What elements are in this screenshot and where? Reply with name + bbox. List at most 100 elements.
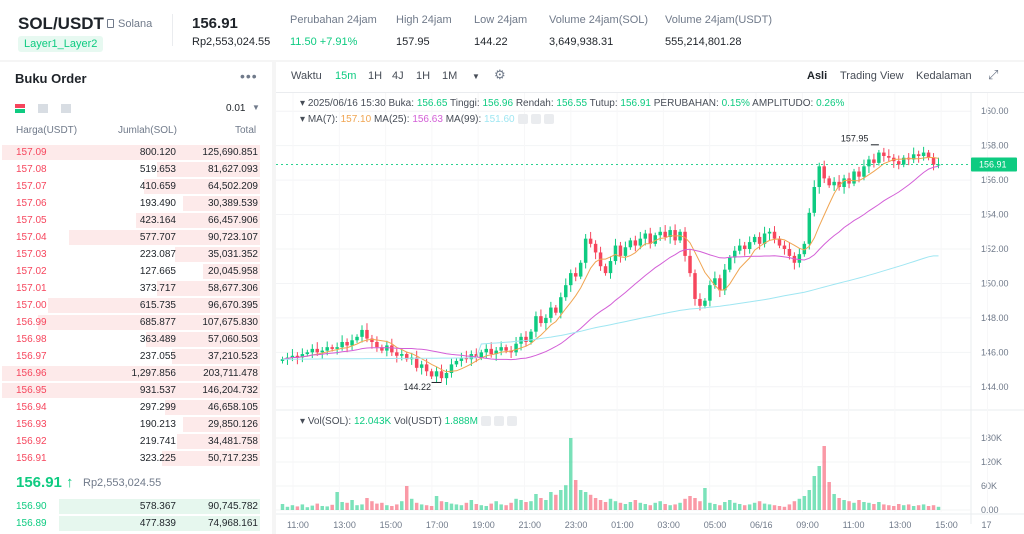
chevron-down-icon[interactable]: ▼ (472, 72, 480, 81)
gear-icon[interactable] (493, 416, 504, 427)
tab-1m[interactable]: 1M (442, 70, 458, 82)
volume-bar (459, 505, 464, 510)
more-icon[interactable]: ••• (240, 68, 258, 84)
order-row[interactable]: 156.96 1,297.856 203,711.478 (0, 365, 272, 382)
volume-bar (901, 505, 906, 510)
volume-bar (583, 492, 588, 510)
order-row[interactable]: 156.89 477.839 74,968.161 (0, 515, 272, 532)
volume-bar (683, 498, 687, 510)
close-icon[interactable] (506, 416, 517, 427)
candle-body (802, 243, 807, 255)
order-row[interactable]: 156.98 363.489 57,060.503 (0, 331, 272, 348)
order-row[interactable]: 157.00 615.735 96,670.395 (0, 297, 272, 314)
chevron-down-icon[interactable]: ▼ (252, 103, 260, 112)
order-price: 157.05 (16, 215, 47, 226)
volume-bar (608, 498, 613, 510)
ohlc-legend: ▾ 2025/06/16 15:30 Buka: 156.65 Tinggi: … (300, 98, 845, 109)
candle-body (926, 152, 931, 158)
order-total: 46,658.105 (207, 402, 258, 413)
view-bids-icon[interactable] (38, 104, 48, 113)
order-price: 157.01 (16, 283, 47, 294)
candle-body (887, 156, 891, 158)
tab-1h-alt[interactable]: 1H (416, 70, 431, 82)
order-row[interactable]: 157.06 193.490 30,389.539 (0, 195, 272, 212)
candle-body (395, 352, 399, 356)
pair-title[interactable]: SOL/USDT (18, 14, 104, 33)
volume-bar (787, 504, 792, 510)
x-tick-label: 09:00 (796, 520, 819, 530)
candle-body (782, 245, 787, 249)
fullscreen-icon[interactable]: ⤢ (988, 67, 999, 82)
eye-icon[interactable] (480, 416, 491, 427)
settings-icon[interactable]: ⚙ (494, 67, 506, 82)
order-row[interactable]: 157.03 223.087 35,031.352 (0, 246, 272, 263)
order-price: 156.90 (16, 501, 47, 512)
order-row[interactable]: 156.95 931.537 146,204.732 (0, 382, 272, 399)
candle-body (479, 352, 484, 358)
x-tick-label: 11:00 (843, 520, 865, 530)
order-book-title: Buku Order (15, 71, 87, 86)
order-row[interactable]: 156.92 219.741 34,481.758 (0, 433, 272, 450)
candle-body (767, 231, 772, 234)
volume-bar (777, 506, 782, 510)
order-total: 66,457.906 (207, 215, 258, 226)
volume-bar (549, 492, 553, 510)
order-row[interactable]: 156.97 237.055 37,210.523 (0, 348, 272, 365)
depth-bar (164, 400, 260, 415)
order-price: 156.93 (16, 419, 47, 430)
volume-bar (757, 501, 762, 510)
candle-body (320, 350, 324, 353)
tab-tradingview[interactable]: Trading View (840, 70, 904, 82)
order-row[interactable]: 156.93 190.213 29,850.126 (0, 416, 272, 433)
order-row[interactable]: 156.94 297.299 46,658.105 (0, 399, 272, 416)
volume-bar (698, 501, 702, 510)
depth-bar (136, 213, 260, 228)
precision-select[interactable]: 0.01 (226, 103, 246, 114)
tab-4h[interactable]: 4J (392, 70, 404, 82)
candle-body (822, 166, 826, 179)
candle-body (554, 307, 558, 313)
order-row[interactable]: 156.99 685.877 107,675.830 (0, 314, 272, 331)
volume-bar (882, 504, 886, 510)
view-asks-icon[interactable] (61, 104, 71, 113)
order-row[interactable]: 157.05 423.164 66,457.906 (0, 212, 272, 229)
last-price: 156.91 (192, 15, 238, 32)
volume-bar (464, 502, 469, 510)
candle-body (509, 350, 513, 353)
candlestick-chart[interactable]: 160.00 158.00 156.00 154.00 152.00 150.00 148.… (276, 62, 1024, 534)
volume-bar (409, 498, 414, 510)
order-row[interactable]: 157.02 127.665 20,045.958 (0, 263, 272, 280)
volume-bar (603, 502, 608, 510)
tab-15m[interactable]: 15m (335, 70, 357, 82)
volume-bar (658, 501, 662, 510)
order-row[interactable]: 157.04 577.707 90,723.107 (0, 229, 272, 246)
eye-icon[interactable] (517, 114, 528, 125)
order-total: 96,670.395 (207, 300, 258, 311)
candle-body (429, 371, 434, 377)
view-both-icon[interactable] (15, 104, 25, 113)
order-row[interactable]: 157.07 410.659 64,502.209 (0, 178, 272, 195)
candle-body (872, 159, 876, 163)
candle-body (852, 171, 856, 184)
volume-bar (822, 446, 826, 510)
order-amount: 363.489 (139, 334, 176, 345)
depth-bar (2, 145, 260, 160)
order-price: 157.06 (16, 198, 47, 209)
x-tick-label: 17 (982, 520, 992, 530)
order-row[interactable]: 157.08 519.653 81,627.093 (0, 161, 272, 178)
tab-depth[interactable]: Kedalaman (916, 70, 972, 82)
tab-1h[interactable]: 1H (368, 70, 383, 82)
volume-bar (742, 505, 747, 510)
tab-original[interactable]: Asli (807, 70, 828, 82)
volume-bar (544, 500, 548, 510)
order-row[interactable]: 156.91 323.225 50,717.235 (0, 450, 272, 467)
category-tag[interactable]: Layer1_Layer2 (18, 36, 104, 52)
volume-bar (380, 502, 384, 510)
depth-bar (203, 264, 260, 279)
candle-body (419, 364, 424, 368)
gear-icon[interactable] (530, 114, 541, 125)
order-row[interactable]: 157.01 373.717 58,677.306 (0, 280, 272, 297)
order-row[interactable]: 157.09 800.120 125,690.851 (0, 144, 272, 161)
close-icon[interactable] (543, 114, 554, 125)
order-row[interactable]: 156.90 578.367 90,745.782 (0, 498, 272, 515)
